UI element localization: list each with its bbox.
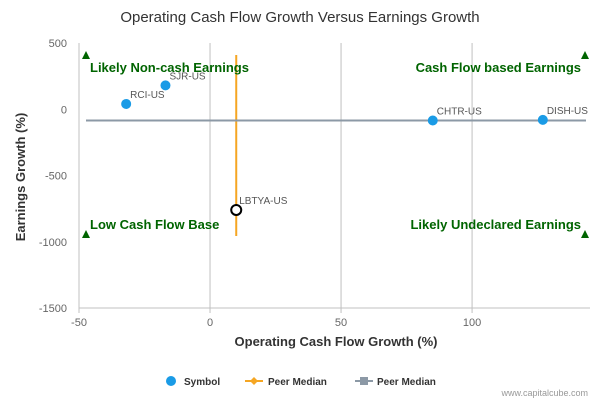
- credit-text[interactable]: www.capitalcube.com: [500, 388, 588, 398]
- highlight-point[interactable]: [230, 203, 243, 216]
- quadrant-marker-top-left: [82, 51, 90, 59]
- quadrant-layer: Likely Non-cash Earnings Cash Flow based…: [90, 60, 581, 232]
- legend: Symbol Peer Median Peer Median: [166, 376, 436, 388]
- legend-symbol-label: Symbol: [184, 377, 220, 388]
- data-point-label: SJR-US: [169, 71, 205, 82]
- quadrant-label-top-right: Cash Flow based Earnings: [416, 60, 581, 75]
- quadrant-label-bottom-left: Low Cash Flow Base: [90, 217, 219, 232]
- data-point-label: RCI-US: [130, 90, 165, 101]
- legend-peer-median-x-marker: [250, 377, 258, 385]
- y-tick-label: -1500: [39, 303, 67, 315]
- legend-item-peer-median-x[interactable]: Peer Median: [245, 377, 327, 388]
- y-tick-label: 0: [61, 104, 67, 116]
- legend-item-symbol[interactable]: Symbol: [166, 376, 220, 388]
- data-point[interactable]: [427, 115, 438, 126]
- legend-peer-median-x-label: Peer Median: [268, 377, 327, 388]
- x-tick-label: 50: [335, 317, 347, 329]
- data-point-label: CHTR-US: [437, 107, 482, 118]
- chart-title: Operating Cash Flow Growth Versus Earnin…: [120, 9, 479, 26]
- x-tick-label: 0: [207, 317, 213, 329]
- y-tick-label: -500: [45, 171, 67, 183]
- quadrant-marker-bottom-left: [82, 230, 90, 238]
- median-layer: [86, 55, 586, 236]
- data-point-label: DISH-US: [547, 106, 588, 117]
- quadrant-label-top-left: Likely Non-cash Earnings: [90, 60, 249, 75]
- y-tick-label: -1000: [39, 237, 67, 249]
- quadrant-label-bottom-right: Likely Undeclared Earnings: [410, 217, 581, 232]
- data-point[interactable]: [160, 80, 171, 91]
- y-axis-title: Earnings Growth (%): [13, 113, 28, 242]
- legend-peer-median-y-label: Peer Median: [377, 377, 436, 388]
- legend-symbol-marker: [166, 376, 176, 386]
- data-point[interactable]: [537, 114, 548, 125]
- data-point[interactable]: [121, 98, 132, 109]
- y-tick-label: 500: [49, 38, 67, 50]
- quadrant-marker-bottom-right: [581, 230, 589, 238]
- x-tick-label: 100: [463, 317, 481, 329]
- point-layer: SJR-US RCI-US CHTR-US DISH-US LBTYA-US: [121, 71, 588, 216]
- grid-layer: [78, 43, 589, 308]
- x-axis-title: Operating Cash Flow Growth (%): [235, 334, 438, 349]
- legend-item-peer-median-y[interactable]: Peer Median: [355, 377, 436, 388]
- legend-peer-median-y-marker: [360, 377, 368, 385]
- x-tick-label: -50: [71, 317, 87, 329]
- quadrant-marker-top-right: [581, 51, 589, 59]
- highlight-point-label: LBTYA-US: [239, 196, 287, 207]
